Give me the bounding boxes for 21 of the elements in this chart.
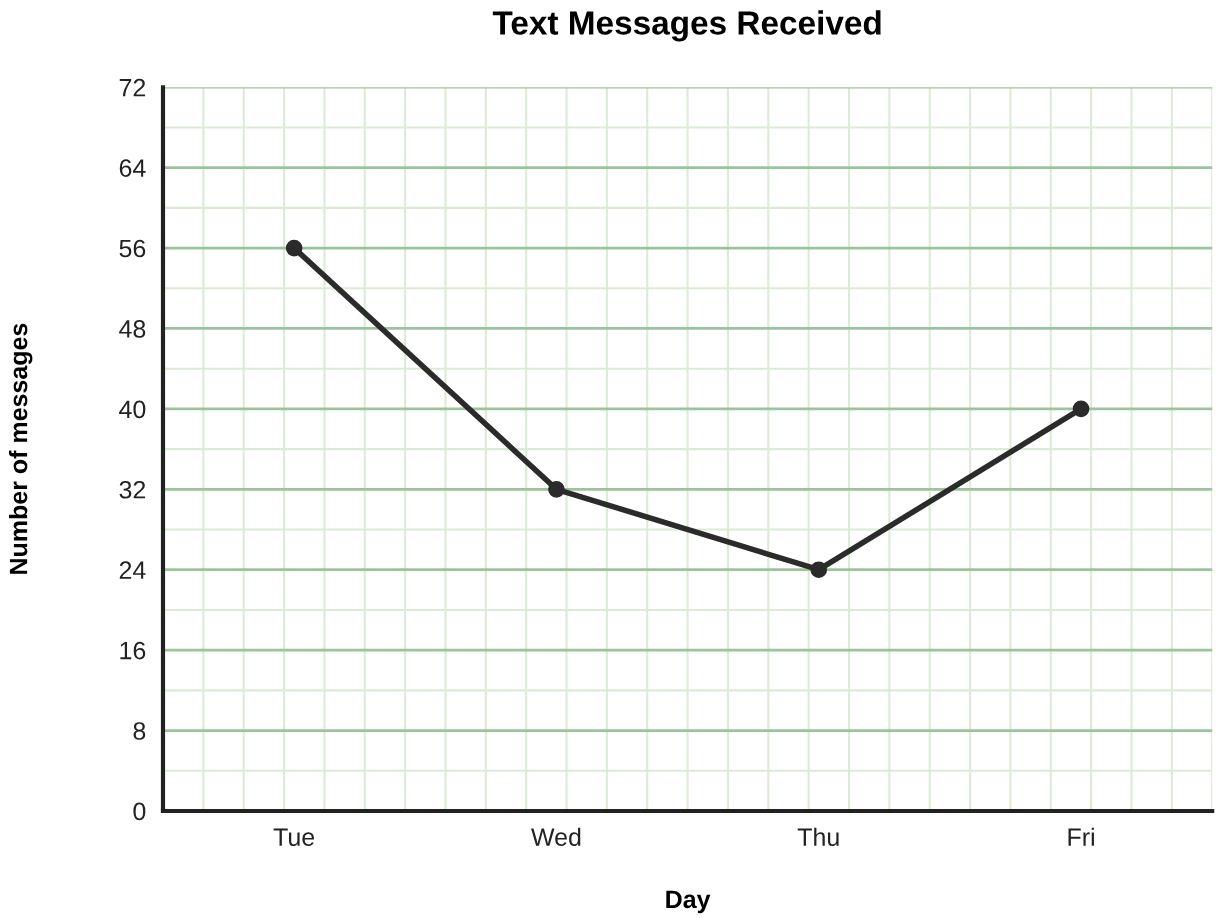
x-tick-label: Fri: [1068, 827, 1094, 846]
y-tick-label: 48: [119, 320, 146, 338]
point: [548, 480, 565, 498]
x-tick-label: Thu: [797, 827, 839, 846]
x-axis-title: Day: [666, 890, 711, 914]
y-tick-label: 24: [119, 561, 146, 579]
y-tick-label: 32: [119, 480, 146, 499]
y-axis-title: Number of messages: [9, 323, 33, 574]
y-tick-label: 64: [119, 159, 146, 177]
x-tick-label: Wed: [531, 827, 581, 846]
y-tick-label: 56: [119, 239, 146, 258]
y-tick-label: 0: [133, 802, 146, 821]
point: [1072, 400, 1090, 418]
y-tick-label: 40: [119, 400, 146, 419]
point: [285, 239, 303, 257]
y-tick-label: 16: [120, 641, 146, 660]
point: [810, 561, 828, 579]
chart-title: Text Messages Received: [492, 10, 881, 42]
y-tick-label: 8: [133, 722, 146, 740]
x-tick-label: Tue: [273, 828, 315, 846]
y-tick-label: 72: [119, 78, 146, 97]
